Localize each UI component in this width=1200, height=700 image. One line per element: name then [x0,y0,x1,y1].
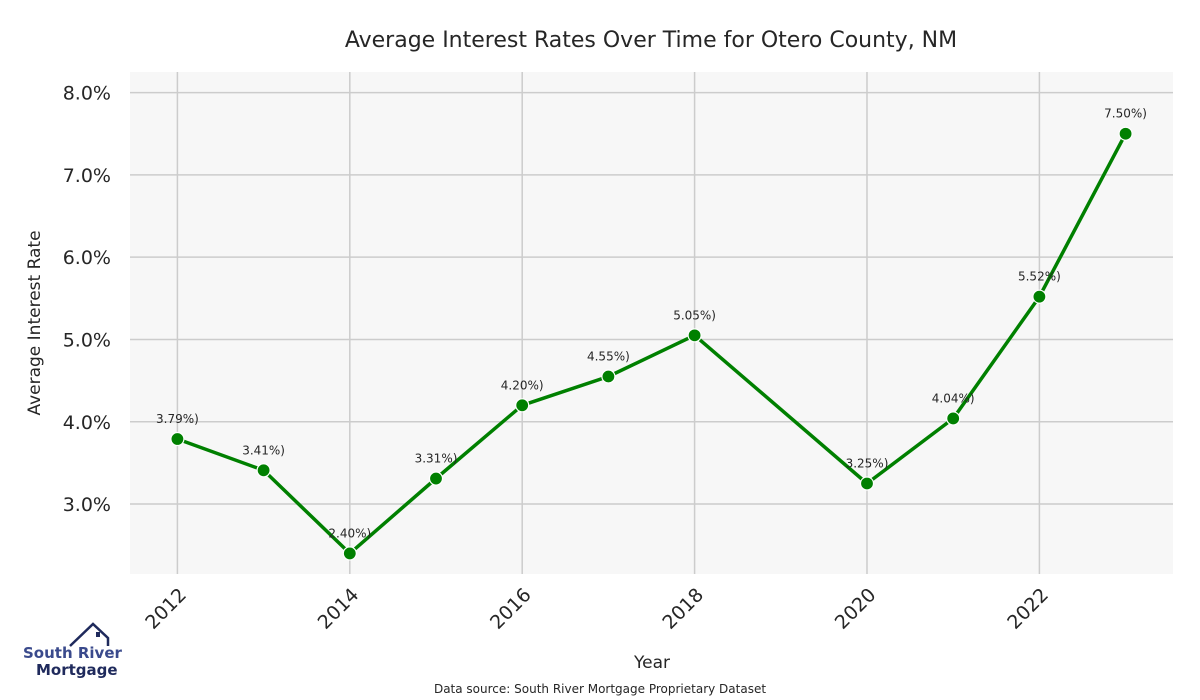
data-source-note: Data source: South River Mortgage Propri… [434,682,766,696]
y-tick-label: 3.0% [63,494,111,516]
plot-area [130,72,1173,574]
logo-text-south-river: South River [23,644,123,662]
data-label: 4.55%) [587,349,630,363]
y-tick-label: 6.0% [63,247,111,269]
x-axis-label: Year [633,653,670,673]
x-tick-label: 2020 [831,584,881,634]
data-point [1118,126,1133,141]
data-point [428,471,444,486]
logo-text-mortgage: Mortgage [36,661,118,679]
data-point [946,411,961,426]
data-label: 3.79%) [156,412,199,426]
x-tick-label: 2012 [141,584,191,634]
y-axis-ticks: 3.0% 4.0% 5.0% 6.0% 7.0% 8.0% [63,83,111,516]
x-tick-label: 2022 [1003,584,1053,634]
data-labels: 3.79%) 3.41%) 2.40%) 3.31%) 4.20%) 4.55%) 5.05… [156,107,1147,541]
data-point [687,328,702,343]
data-label: 2.40%) [328,526,371,540]
y-tick-label: 4.0% [63,412,111,434]
house-roof-icon [69,622,110,647]
data-label: 3.25%) [846,456,889,470]
south-river-mortgage-logo: South River Mortgage [23,622,123,679]
x-tick-label: 2014 [314,584,364,634]
grid-lines [130,72,1173,574]
data-label: 4.04%) [932,391,975,405]
data-label: 4.20%) [501,378,544,392]
y-tick-label: 8.0% [63,83,111,105]
data-points [170,126,1133,561]
x-tick-label: 2016 [486,584,536,634]
x-axis-ticks: 2012 2014 2016 2018 2020 2022 [141,584,1053,634]
data-point [342,546,357,561]
y-tick-label: 5.0% [63,329,111,351]
y-axis-label: Average Interest Rate [25,230,45,415]
y-tick-label: 7.0% [63,165,111,187]
data-point [170,431,185,447]
house-window-icon [96,632,100,637]
data-label: 7.50%) [1104,107,1147,121]
data-point [1032,289,1047,304]
data-label: 5.05%) [673,308,716,322]
chart-title: Average Interest Rates Over Time for Ote… [345,28,957,53]
x-tick-label: 2018 [658,584,708,634]
data-point [256,463,271,478]
data-label: 5.52%) [1018,270,1061,284]
data-point [515,398,530,413]
data-label: 3.31%) [415,452,458,466]
data-label: 3.41%) [242,443,285,457]
data-point [859,476,875,491]
data-point [601,369,616,384]
